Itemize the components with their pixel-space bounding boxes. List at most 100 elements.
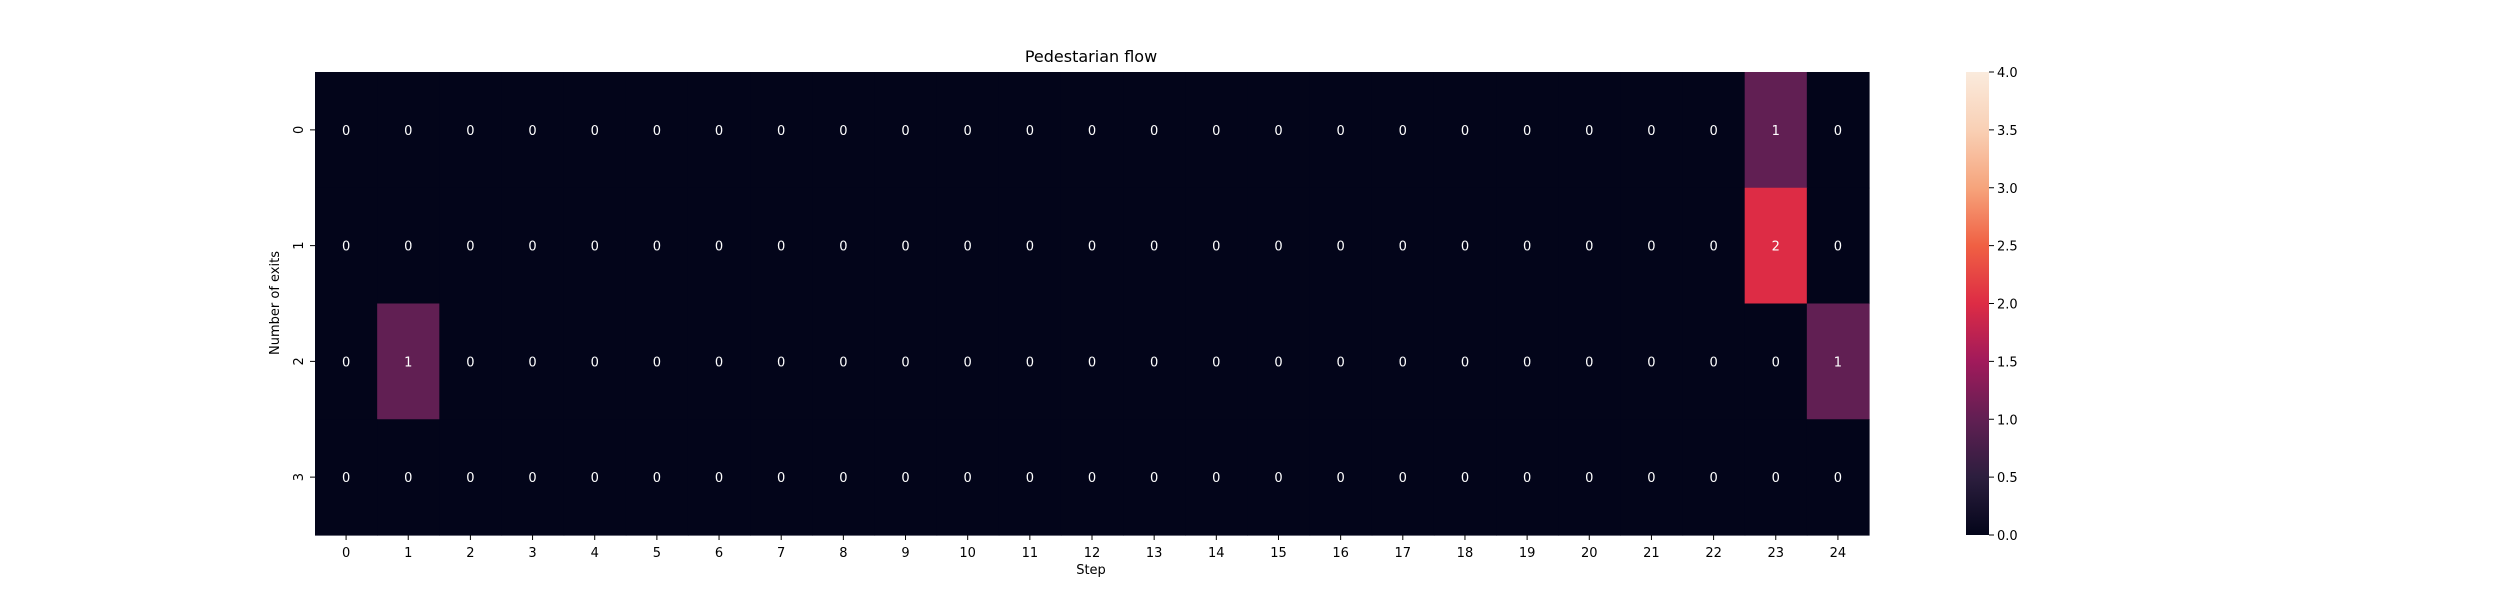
heatmap-cell: [1309, 187, 1373, 305]
heatmap-cell: [1247, 419, 1311, 536]
heatmap-cell: [315, 72, 378, 189]
y-tick-label: 2: [292, 357, 307, 365]
cell-value-label: 0: [653, 471, 661, 486]
cell-value-label: 0: [1647, 240, 1655, 255]
heatmap-cell: [315, 187, 378, 305]
cell-value-label: 0: [342, 355, 350, 370]
heatmap-cell: [625, 419, 689, 536]
cell-value-label: 0: [591, 471, 599, 486]
heatmap-cell: [439, 303, 503, 420]
cell-value-label: 0: [1026, 240, 1034, 255]
cell-value-label: 0: [777, 355, 785, 370]
heatmap-cell: [625, 303, 689, 420]
x-tick-label: 21: [1643, 546, 1660, 561]
heatmap-cell: [1371, 187, 1435, 305]
cell-value-label: 0: [466, 124, 474, 139]
heatmap-cell: [1496, 303, 1559, 420]
x-tick-label: 15: [1270, 546, 1287, 561]
heatmap-cell: [377, 72, 440, 189]
colorbar-tick-label: 2.5: [1997, 240, 2018, 255]
x-tick-label: 22: [1705, 546, 1722, 561]
heatmap-cell: [377, 187, 440, 305]
heatmap-cell: [1247, 72, 1311, 189]
x-tick-label: 0: [342, 546, 350, 561]
cell-value-label: 0: [901, 471, 909, 486]
x-tick-label: 20: [1581, 546, 1598, 561]
heatmap-cell: [1060, 187, 1124, 305]
x-tick-label: 7: [777, 546, 785, 561]
heatmap-cell: [812, 72, 876, 189]
cell-value-label: 0: [777, 240, 785, 255]
cell-value-label: 0: [839, 124, 847, 139]
heatmap-cell: [1433, 419, 1497, 536]
cell-value-label: 0: [1647, 124, 1655, 139]
heatmap-cell: [812, 187, 876, 305]
x-tick-label: 19: [1519, 546, 1536, 561]
cell-value-label: 1: [1772, 124, 1780, 139]
cell-value-label: 0: [342, 240, 350, 255]
heatmap-cell: [936, 72, 1000, 189]
cell-value-label: 0: [1336, 471, 1344, 486]
cell-value-label: 0: [653, 240, 661, 255]
heatmap-cell: [1433, 72, 1497, 189]
heatmap-cell: [1682, 72, 1746, 189]
cell-value-label: 0: [1336, 240, 1344, 255]
heatmap-cell: [563, 303, 627, 420]
heatmap-cell: [377, 419, 440, 536]
heatmap-cell: [501, 72, 565, 189]
cell-value-label: 0: [964, 471, 972, 486]
cell-value-label: 0: [1585, 355, 1593, 370]
heatmap-cell: [625, 187, 689, 305]
cell-value-label: 0: [715, 355, 723, 370]
cell-value-label: 0: [1274, 240, 1282, 255]
colorbar-tick-label: 2.0: [1997, 298, 2018, 313]
heatmap-cell: [750, 419, 813, 536]
x-tick-label: 8: [839, 546, 847, 561]
cell-value-label: 0: [1461, 355, 1469, 370]
heatmap-cell: [563, 187, 627, 305]
heatmap-cell: [315, 303, 378, 420]
colorbar-tick-label: 0.5: [1997, 471, 2018, 486]
heatmap-cell: [1185, 303, 1248, 420]
cell-value-label: 0: [964, 355, 972, 370]
heatmap-cell: [1620, 187, 1684, 305]
heatmap-cell: [1558, 419, 1621, 536]
heatmap-cell: [1682, 303, 1746, 420]
y-tick-label: 1: [292, 241, 307, 249]
heatmap-cell: [1309, 419, 1373, 536]
cell-value-label: 0: [839, 240, 847, 255]
heatmap-cell: [1371, 419, 1435, 536]
heatmap-cell: [439, 187, 503, 305]
heatmap-cells: [315, 72, 1870, 536]
cell-value-label: 0: [1399, 471, 1407, 486]
x-tick-label: 3: [528, 546, 536, 561]
cell-value-label: 0: [1709, 240, 1717, 255]
heatmap-cell: [750, 303, 813, 420]
heatmap-cell: [687, 72, 751, 189]
colorbar-tick-label: 4.0: [1997, 66, 2018, 81]
cell-value-label: 0: [466, 355, 474, 370]
cell-value-label: 0: [1399, 240, 1407, 255]
cell-value-label: 0: [1150, 355, 1158, 370]
cell-value-label: 0: [1026, 355, 1034, 370]
heatmap-cell: [1371, 72, 1435, 189]
x-axis-label: Step: [1076, 563, 1106, 578]
cell-value-label: 0: [528, 124, 536, 139]
cell-value-label: 0: [1150, 124, 1158, 139]
heatmap-cell: [1806, 187, 1870, 305]
cell-value-label: 0: [777, 124, 785, 139]
heatmap-cell: [1806, 419, 1870, 536]
heatmap-cell: [315, 419, 378, 536]
cell-value-label: 0: [1647, 471, 1655, 486]
cell-value-label: 1: [1834, 355, 1842, 370]
cell-value-label: 0: [1585, 124, 1593, 139]
cell-value-label: 0: [1709, 471, 1717, 486]
heatmap-cell: [1558, 303, 1621, 420]
y-tick-label: 0: [292, 126, 307, 134]
cell-value-label: 0: [1150, 240, 1158, 255]
heatmap-cell: [625, 72, 689, 189]
cell-value-label: 0: [1274, 355, 1282, 370]
cell-value-label: 0: [715, 124, 723, 139]
heatmap-cell: [1744, 72, 1808, 189]
